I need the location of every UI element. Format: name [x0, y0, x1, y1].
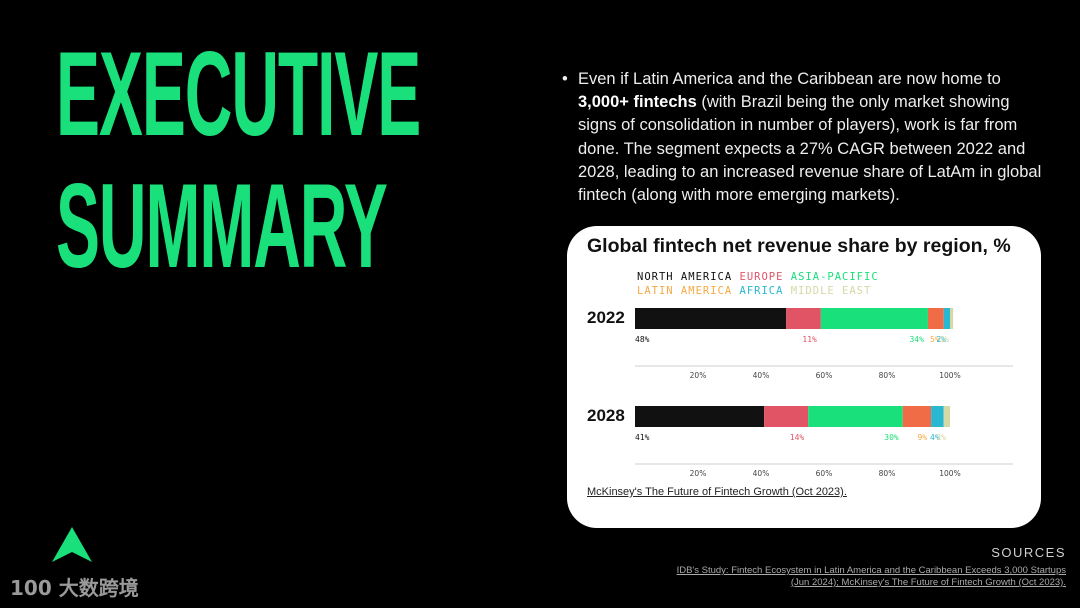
data-label-2022-asia-pacific: 34%	[909, 335, 924, 344]
bullet-text-post: (with Brazil being the only market showi…	[578, 93, 1042, 205]
slide-title: EXECUTIVE SUMMARY	[56, 27, 421, 293]
title-line-2: SUMMARY	[56, 159, 388, 293]
tick-label-2028-20: 20%	[690, 469, 707, 478]
sources-links[interactable]: IDB's Study: Fintech Ecosystem in Latin …	[676, 565, 1066, 588]
chart-card: Global fintech net revenue share by regi…	[567, 226, 1041, 528]
stacked-bar-chart: 48% 11% 34% 5%2%1%20% 40% 60% 80% 100%41% 14% 30%…	[635, 308, 1013, 478]
tick-label-2028-60: 60%	[816, 469, 833, 478]
bar-segment-2022-north-america	[635, 308, 787, 329]
chart-legend: NORTH AMERICA EUROPE ASIA-PACIFIC LATIN …	[637, 270, 879, 298]
data-label-2022-africa: 2%	[936, 335, 946, 344]
data-label-2028-latin-america: 9%	[917, 433, 927, 442]
summary-bullet: • Even if Latin America and the Caribbea…	[562, 68, 1042, 207]
legend-item-north-america: NORTH AMERICA	[637, 271, 733, 283]
legend-row-2: LATIN AMERICA AFRICA MIDDLE EAST	[637, 284, 879, 298]
brand-arrow-logo	[52, 527, 92, 562]
legend-item-africa: AFRICA	[739, 285, 784, 297]
sources-heading: SOURCES	[991, 545, 1066, 560]
bar-segment-2028-latin-america	[902, 406, 932, 427]
legend-item-middle-east: MIDDLE EAST	[790, 285, 872, 297]
data-label-2028-africa: 4%	[930, 433, 940, 442]
tick-label-2028-100: 100%	[939, 469, 960, 478]
data-label-2022-middle-east: 1%	[940, 335, 950, 344]
legend-item-latin-america: LATIN AMERICA	[637, 285, 733, 297]
data-label-2028-middle-east: 2%	[936, 433, 946, 442]
legend-row-1: NORTH AMERICA EUROPE ASIA-PACIFIC	[637, 270, 879, 284]
tick-label-2022-40: 40%	[753, 371, 770, 380]
bar-segment-2022-middle-east	[950, 308, 954, 329]
data-label-2028-north-america: 41%	[635, 433, 650, 442]
tick-label-2022-100: 100%	[939, 371, 960, 380]
tick-label-2028-40: 40%	[753, 469, 770, 478]
bullet-text-pre: Even if Latin America and the Caribbean …	[578, 70, 1001, 88]
chart-title: Global fintech net revenue share by regi…	[587, 235, 1011, 257]
data-label-2022-north-america: 48%	[635, 335, 650, 344]
title-line-1: EXECUTIVE	[56, 27, 421, 161]
bar-segment-2028-africa	[931, 406, 944, 427]
year-label-2028: 2028	[587, 406, 625, 425]
data-label-2028-asia-pacific: 30%	[884, 433, 899, 442]
year-label-2022: 2022	[587, 308, 625, 327]
data-label-2022-latin-america: 5%	[930, 335, 940, 344]
watermark-text: 大数跨境	[58, 576, 139, 600]
chart-source-link[interactable]: McKinsey's The Future of Fintech Growth …	[587, 486, 847, 498]
tick-label-2022-20: 20%	[690, 371, 707, 380]
bullet-text: Even if Latin America and the Caribbean …	[578, 68, 1042, 207]
data-label-2028-europe: 14%	[790, 433, 805, 442]
bar-segment-2022-latin-america	[927, 308, 944, 329]
watermark-mark: 100	[10, 576, 52, 600]
legend-item-asia-pacific: ASIA-PACIFIC	[790, 271, 879, 283]
bar-segment-2022-europe	[786, 308, 821, 329]
tick-label-2028-80: 80%	[879, 469, 896, 478]
bullet-text-bold: 3,000+ fintechs	[578, 93, 697, 112]
bar-segment-2028-north-america	[635, 406, 765, 427]
bullet-dot: •	[562, 70, 568, 88]
tick-label-2022-80: 80%	[879, 371, 896, 380]
bar-segment-2022-africa	[943, 308, 950, 329]
legend-item-europe: EUROPE	[739, 271, 784, 283]
tick-label-2022-60: 60%	[816, 371, 833, 380]
bar-segment-2022-asia-pacific	[820, 308, 928, 329]
data-label-2022-europe: 11%	[802, 335, 817, 344]
bar-segment-2028-europe	[764, 406, 809, 427]
bar-segment-2028-middle-east	[943, 406, 950, 427]
bar-segment-2028-asia-pacific	[808, 406, 903, 427]
watermark: 100 大数跨境	[10, 572, 139, 601]
